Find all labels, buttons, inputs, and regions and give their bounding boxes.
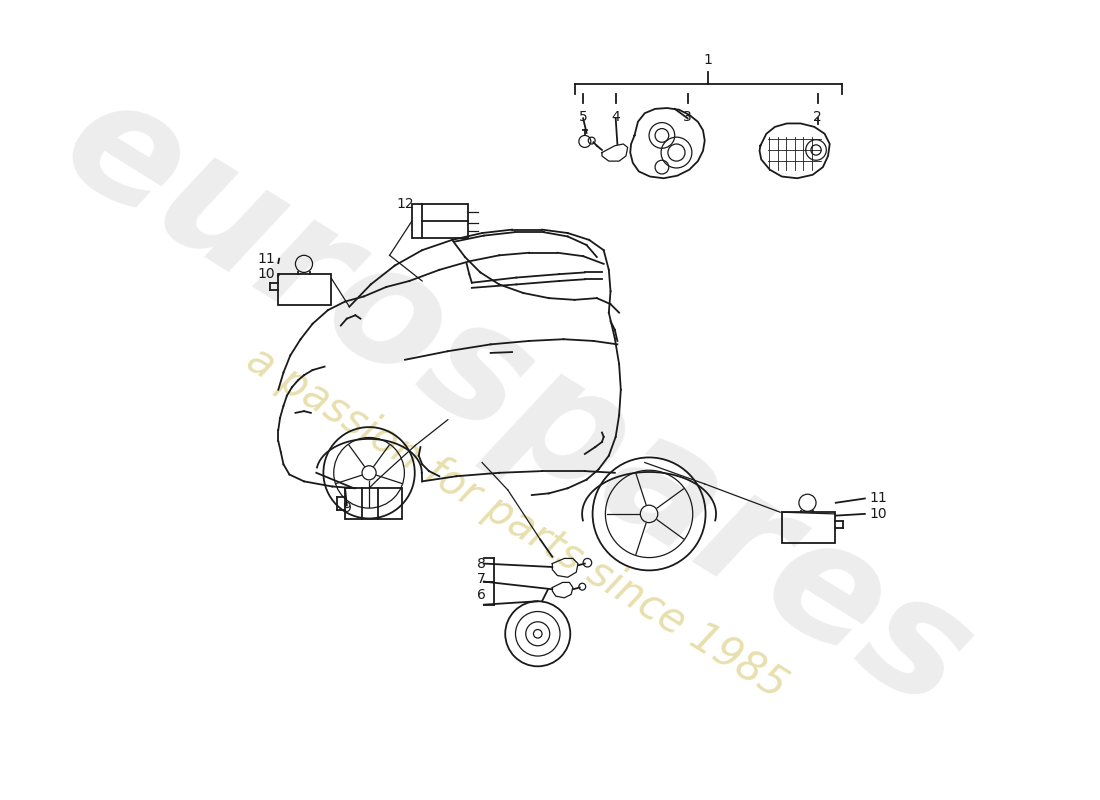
Text: a passion for parts since 1985: a passion for parts since 1985 xyxy=(239,338,794,707)
Text: 3: 3 xyxy=(683,110,692,124)
Text: eurospares: eurospares xyxy=(35,61,998,745)
Text: 7: 7 xyxy=(476,572,485,586)
Text: 12: 12 xyxy=(396,197,414,211)
Bar xyxy=(411,204,467,238)
Bar xyxy=(782,512,835,543)
Text: 1: 1 xyxy=(704,53,713,67)
Text: 11: 11 xyxy=(869,491,887,506)
Text: 9: 9 xyxy=(342,501,351,515)
Bar xyxy=(345,488,401,519)
Text: 6: 6 xyxy=(476,588,485,602)
Text: 10: 10 xyxy=(257,267,275,281)
Text: 4: 4 xyxy=(612,110,620,124)
Text: 10: 10 xyxy=(869,507,887,521)
Text: 2: 2 xyxy=(813,110,822,124)
Text: 8: 8 xyxy=(476,557,485,570)
Bar xyxy=(278,274,331,305)
Text: 11: 11 xyxy=(257,252,275,266)
Text: 5: 5 xyxy=(579,110,587,124)
